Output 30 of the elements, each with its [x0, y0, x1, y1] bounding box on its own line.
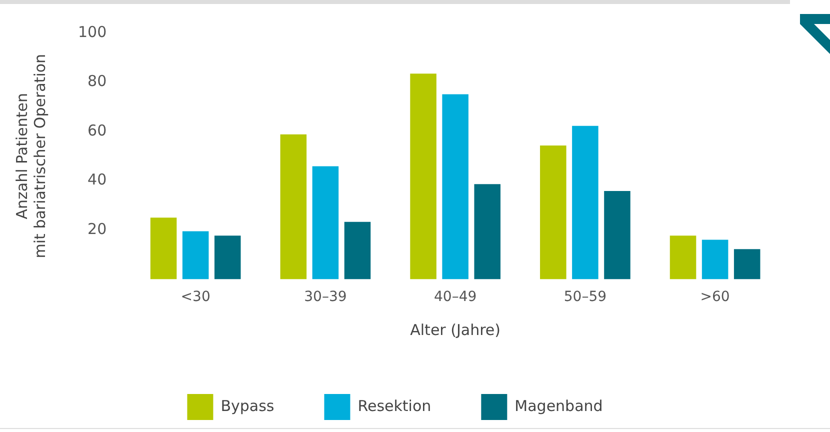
bar — [344, 222, 371, 280]
bar — [702, 240, 728, 280]
bar — [312, 166, 339, 280]
legend-label: Resektion — [358, 396, 432, 415]
x-tick-label: 50–59 — [564, 289, 607, 306]
x-tick-label: <30 — [180, 289, 210, 306]
y-tick-label: 40 — [88, 170, 107, 189]
bar — [280, 134, 307, 280]
bar — [670, 236, 696, 280]
legend-label: Magenband — [514, 396, 603, 415]
bar — [442, 94, 468, 280]
legend-label: Bypass — [220, 396, 274, 415]
bar — [604, 191, 630, 280]
x-axis-title: Alter (Jahre) — [410, 320, 501, 339]
y-axis-title: Anzahl Patienten mit bariatrischer Operation — [12, 54, 49, 258]
bar — [214, 236, 241, 280]
x-tick-label: 40–49 — [434, 289, 477, 306]
y-tick-label: 60 — [88, 121, 107, 140]
bar — [474, 184, 500, 280]
bar — [734, 249, 760, 280]
x-tick-label: >60 — [700, 289, 730, 306]
y-tick-label: 20 — [88, 220, 107, 238]
bar — [410, 74, 436, 280]
bar — [572, 126, 598, 280]
y-tick-label: 100 — [78, 22, 107, 41]
bar — [150, 218, 177, 280]
bar — [540, 146, 566, 280]
x-tick-label: 30–39 — [304, 289, 347, 306]
bar — [182, 231, 209, 280]
y-tick-label: 80 — [88, 72, 107, 90]
